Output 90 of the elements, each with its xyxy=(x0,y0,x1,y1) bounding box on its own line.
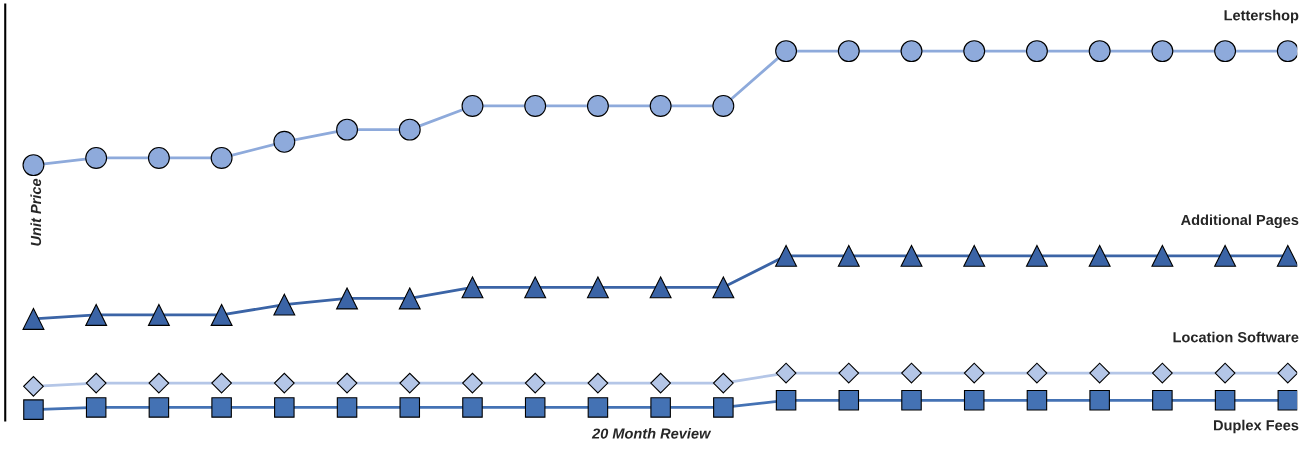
point xyxy=(1214,390,1236,411)
point xyxy=(713,397,734,418)
point xyxy=(650,372,672,394)
point xyxy=(398,118,421,141)
series-label: Additional Pages xyxy=(1180,214,1299,229)
point xyxy=(1025,40,1048,63)
point xyxy=(837,40,860,63)
point xyxy=(210,303,233,326)
x-axis-title: 20 Month Review xyxy=(591,428,712,439)
point xyxy=(524,94,547,117)
point xyxy=(399,372,421,394)
point xyxy=(399,397,421,418)
point xyxy=(524,397,546,418)
point xyxy=(1088,40,1111,63)
point xyxy=(775,244,798,267)
point xyxy=(211,372,232,394)
point xyxy=(22,307,45,330)
point xyxy=(963,362,985,384)
point xyxy=(775,40,798,63)
point xyxy=(336,287,359,310)
point xyxy=(1276,40,1298,63)
point xyxy=(1151,244,1174,267)
point xyxy=(587,372,609,394)
point xyxy=(649,94,672,117)
point xyxy=(963,40,986,63)
point xyxy=(586,94,609,117)
point xyxy=(712,94,735,117)
point xyxy=(901,390,922,411)
point xyxy=(85,372,107,394)
point xyxy=(775,362,797,384)
point xyxy=(775,390,797,411)
point xyxy=(838,390,860,411)
point xyxy=(963,244,986,267)
point xyxy=(900,40,923,63)
point xyxy=(461,276,484,299)
point xyxy=(148,397,170,418)
point xyxy=(1152,362,1173,384)
point xyxy=(273,372,295,394)
point xyxy=(1277,362,1298,384)
point xyxy=(336,118,359,141)
point xyxy=(147,303,170,326)
point xyxy=(838,362,860,384)
point xyxy=(336,397,358,418)
point xyxy=(273,130,296,153)
point xyxy=(1214,244,1237,267)
point xyxy=(147,146,170,169)
point xyxy=(1152,390,1173,411)
point xyxy=(398,287,421,310)
series-label: Lettershop xyxy=(1224,9,1299,24)
point xyxy=(712,276,735,299)
point xyxy=(461,94,484,117)
point xyxy=(900,244,923,267)
point xyxy=(1088,244,1111,267)
point xyxy=(1089,362,1111,384)
point xyxy=(1151,40,1174,63)
point xyxy=(85,303,108,326)
series-label: Duplex Fees xyxy=(1213,419,1299,434)
point xyxy=(148,372,170,394)
point xyxy=(524,276,547,299)
y-axis-title: Unit Price xyxy=(30,178,42,246)
point xyxy=(1214,362,1236,384)
point xyxy=(85,146,108,169)
point xyxy=(1277,390,1298,411)
point xyxy=(649,276,672,299)
point xyxy=(524,372,546,394)
point xyxy=(650,397,671,418)
point xyxy=(462,397,483,418)
point xyxy=(22,154,45,177)
point xyxy=(1025,244,1048,267)
point xyxy=(211,397,232,418)
series-label: Location Software xyxy=(1173,331,1299,343)
point xyxy=(210,146,233,169)
point xyxy=(837,244,860,267)
point xyxy=(1214,40,1237,63)
point xyxy=(23,399,44,420)
point xyxy=(462,372,483,394)
point xyxy=(273,293,296,316)
point xyxy=(23,375,44,397)
point xyxy=(586,276,609,299)
point xyxy=(85,397,107,418)
point xyxy=(712,372,734,394)
point xyxy=(1089,390,1110,411)
point xyxy=(587,397,609,418)
point xyxy=(274,397,295,418)
point xyxy=(963,390,985,411)
point xyxy=(1276,244,1298,267)
point xyxy=(901,362,922,384)
point xyxy=(1026,390,1048,411)
point xyxy=(1026,362,1048,384)
point xyxy=(336,372,358,394)
